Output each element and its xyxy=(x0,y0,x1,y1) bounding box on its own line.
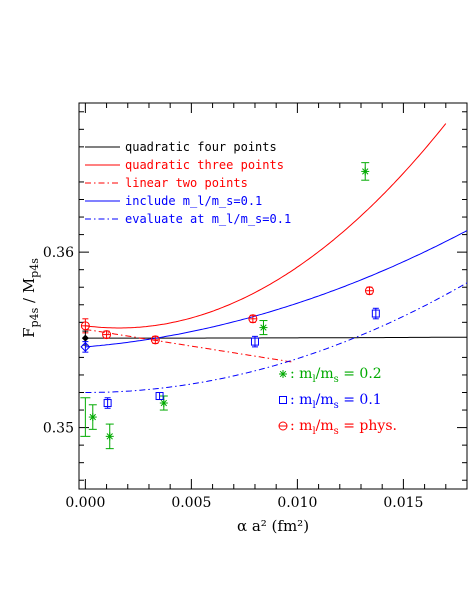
x-tick-label: 0.015 xyxy=(383,495,423,511)
legend-label: quadratic three points xyxy=(125,158,284,172)
burst-stroke xyxy=(279,370,287,378)
fit-curve xyxy=(85,336,467,339)
fit-curve xyxy=(85,282,468,393)
y-tick-label: 0.36 xyxy=(43,245,74,261)
burst-stroke xyxy=(106,433,113,440)
marker-legend-label: : ml/ms = 0.1 xyxy=(290,392,382,411)
square-marker xyxy=(371,309,380,318)
marker-legend: : ml/ms = 0.2 : ml/ms = 0.1 : ml/ms = phys… xyxy=(278,366,397,437)
x-tick-label: 0.000 xyxy=(65,495,105,511)
x-tick-label: 0.010 xyxy=(277,495,317,511)
extrapolated-point xyxy=(81,334,89,342)
burst-stroke xyxy=(160,399,167,407)
square-marker xyxy=(279,396,287,404)
square-marker xyxy=(103,399,112,408)
burst-stroke xyxy=(260,324,267,331)
x-tick-label: 0.005 xyxy=(171,495,211,511)
legend-label: include m_l/m_s=0.1 xyxy=(125,194,262,208)
burst-stroke xyxy=(89,413,96,421)
fit-curve xyxy=(85,230,468,348)
marker-legend-label: : ml/ms = 0.2 xyxy=(290,366,382,385)
legend-label: linear two points xyxy=(125,176,248,190)
x-axis-label: α a² (fm²) xyxy=(237,517,309,535)
extrapolated-point xyxy=(80,341,91,352)
data-points xyxy=(80,162,380,450)
legend-label: quadratic four points xyxy=(125,140,277,154)
marker-legend-label: : ml/ms = phys. xyxy=(290,418,397,437)
fit-curve xyxy=(85,123,447,329)
burst-stroke xyxy=(362,168,369,175)
legend-label: evaluate at m_l/m_s=0.1 xyxy=(125,212,291,226)
square-marker xyxy=(155,392,164,401)
legend: quadratic four points quadratic three poi… xyxy=(85,140,291,226)
square-marker xyxy=(250,337,259,346)
y-tick-label: 0.35 xyxy=(43,421,74,437)
curves xyxy=(85,123,468,393)
plot-frame xyxy=(78,102,468,490)
tick-labels: 0.000 0.005 0.010 0.015 0.35 0.36 xyxy=(43,245,424,511)
y-axis-label: Fp4s / Mp4s xyxy=(20,258,41,338)
ticks xyxy=(79,103,468,489)
